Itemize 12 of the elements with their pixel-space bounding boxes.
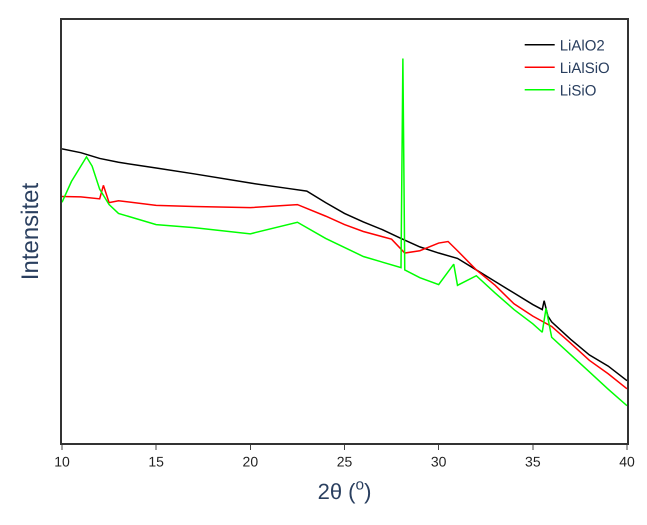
legend-label: LiAlO2 [560, 38, 605, 55]
x-tick-label: 10 [54, 454, 70, 470]
y-axis-title: Intensitet [16, 182, 44, 280]
x-tick-label: 15 [148, 454, 164, 470]
legend-label: LiSiO [560, 82, 596, 100]
x-tick-label: 20 [242, 454, 258, 470]
x-tick-label: 35 [525, 454, 541, 470]
x-tick-label: 25 [336, 454, 352, 470]
x-tick-label: 40 [619, 454, 635, 470]
legend-label: LiAlSiO [560, 60, 610, 78]
x-tick-label: 30 [430, 454, 447, 470]
x-axis-title: 2θ ($^{o}$) [318, 476, 372, 504]
